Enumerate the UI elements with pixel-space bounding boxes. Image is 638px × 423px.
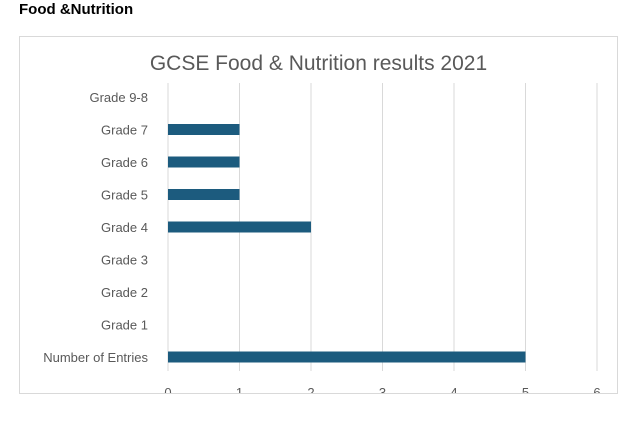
bar bbox=[168, 351, 526, 363]
category-label: Grade 9-8 bbox=[89, 90, 148, 105]
category-label: Grade 4 bbox=[101, 220, 148, 235]
category-label: Grade 5 bbox=[101, 188, 148, 203]
x-tick-label: 6 bbox=[593, 385, 600, 393]
category-label: Number of Entries bbox=[43, 350, 148, 365]
category-label: Grade 3 bbox=[101, 253, 148, 268]
category-label: Grade 1 bbox=[101, 318, 148, 333]
bar bbox=[168, 189, 240, 200]
chart-title: GCSE Food & Nutrition results 2021 bbox=[149, 52, 488, 75]
x-tick-label: 3 bbox=[379, 385, 386, 393]
x-tick-label: 4 bbox=[450, 385, 457, 393]
category-label: Grade 7 bbox=[101, 123, 148, 138]
bar bbox=[168, 124, 240, 135]
bar bbox=[168, 156, 240, 168]
x-tick-label: 5 bbox=[522, 385, 529, 393]
x-tick-label: 1 bbox=[236, 385, 243, 393]
x-tick-label: 0 bbox=[164, 385, 171, 393]
chart-plot: 0 1 2 3 4 5 6 Grade 9-8 Grade 7 Grade 6 Grade 5 Gra… bbox=[43, 83, 601, 393]
category-label: Grade 2 bbox=[101, 285, 148, 300]
section-heading: Food &Nutrition bbox=[19, 1, 134, 18]
chart-frame: GCSE Food & Nutrition results 2021 0 1 2 3 4… bbox=[19, 36, 618, 394]
category-label: Grade 6 bbox=[101, 155, 148, 170]
x-tick-label: 2 bbox=[307, 385, 314, 393]
bar bbox=[168, 221, 311, 233]
